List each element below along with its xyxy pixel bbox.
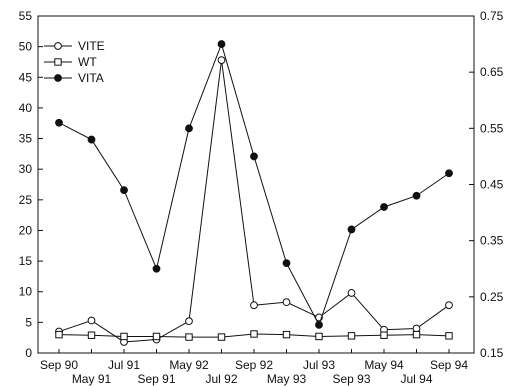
- right-tick-label: 0.55: [480, 121, 504, 135]
- vite-series-line: [58, 60, 450, 343]
- wt-data-point: [315, 332, 323, 341]
- vite-data-point: [445, 301, 453, 310]
- x-tick-label: Sep 91: [137, 372, 175, 386]
- vita-data-point: [250, 152, 258, 161]
- x-tick-label: Sep 90: [40, 358, 78, 372]
- legend-marker-vita: [54, 74, 62, 82]
- vita-data-point: [412, 191, 421, 200]
- right-tick-label: 0.35: [480, 234, 504, 248]
- x-tick-label: May 93: [267, 372, 307, 386]
- wt-data-point: [120, 332, 128, 341]
- vita-data-point: [120, 186, 128, 195]
- wt-data-point: [250, 330, 258, 338]
- right-tick-label: 0.65: [480, 65, 504, 79]
- left-tick-label: 55: [19, 9, 33, 23]
- x-tick-label: Jul 92: [205, 372, 237, 386]
- vita-data-point: [217, 40, 226, 48]
- right-tick-label: 0.75: [480, 9, 504, 23]
- vite-data-point: [185, 317, 193, 326]
- legend-marker-vite: [54, 42, 62, 50]
- vite-data-point: [217, 56, 226, 65]
- left-tick-label: 40: [19, 101, 33, 115]
- vita-data-point: [87, 135, 96, 144]
- right-tick-label: 0.15: [480, 346, 504, 360]
- legend: VITE WT VITA: [44, 39, 105, 85]
- wt-data-point: [347, 332, 356, 340]
- vita-data-point: [445, 169, 453, 178]
- left-tick-label: 50: [19, 40, 33, 54]
- left-tick-label: 20: [19, 223, 33, 237]
- x-tick-label: Jul 93: [303, 358, 335, 372]
- vita-data-point: [185, 124, 193, 133]
- right-tick-label: 0.45: [480, 178, 504, 192]
- wt-data-point: [87, 331, 96, 339]
- legend-marker-wt: [54, 58, 62, 66]
- axes: 0 5 10 15 20 25 30 35 40 45 50 55 0.15 0.25 0.35 0.45 0.…: [19, 9, 504, 386]
- vita-data-point: [282, 259, 291, 268]
- left-tick-label: 10: [19, 285, 33, 299]
- wt-data-point: [412, 330, 421, 339]
- x-tick-label: Jul 94: [400, 372, 432, 386]
- vite-data-point: [282, 298, 291, 307]
- vita-data-point: [55, 118, 63, 127]
- vita-series-line: [58, 42, 450, 327]
- vita-data-point: [380, 203, 388, 211]
- x-tick-label: May 92: [169, 358, 209, 372]
- legend-label-wt: WT: [78, 55, 97, 69]
- legend-label-vita: VITA: [78, 71, 104, 85]
- x-tick-label: May 91: [72, 372, 112, 386]
- legend-label-vite: VITE: [78, 39, 105, 53]
- wt-data-point: [185, 333, 193, 341]
- vita-data-point: [152, 264, 161, 273]
- left-tick-label: 15: [19, 254, 33, 268]
- wt-data-point: [282, 330, 291, 339]
- left-tick-label: 0: [25, 346, 32, 360]
- wt-data-point: [55, 330, 63, 339]
- left-tick-label: 5: [25, 315, 32, 329]
- vite-data-point: [250, 301, 258, 310]
- wt-data-point: [445, 332, 453, 340]
- x-tick-label: Sep 93: [332, 372, 370, 386]
- left-tick-label: 45: [19, 70, 33, 84]
- vite-data-point: [347, 289, 356, 297]
- x-tick-label: May 94: [364, 358, 404, 372]
- wt-data-point: [152, 332, 161, 341]
- left-tick-label: 25: [19, 193, 33, 207]
- right-tick-label: 0.25: [480, 290, 504, 304]
- series-layer: [55, 40, 453, 346]
- vite-data-point: [412, 324, 421, 333]
- wt-data-point: [217, 333, 226, 341]
- x-tick-label: Sep 92: [235, 358, 273, 372]
- left-tick-label: 35: [19, 132, 33, 146]
- left-tick-label: 30: [19, 162, 33, 176]
- x-tick-label: Jul 91: [108, 358, 140, 372]
- vita-data-point: [347, 225, 356, 234]
- vita-data-point: [315, 321, 323, 329]
- x-tick-label: Sep 94: [430, 358, 468, 372]
- wt-data-point: [380, 331, 388, 339]
- vite-data-point: [87, 316, 96, 325]
